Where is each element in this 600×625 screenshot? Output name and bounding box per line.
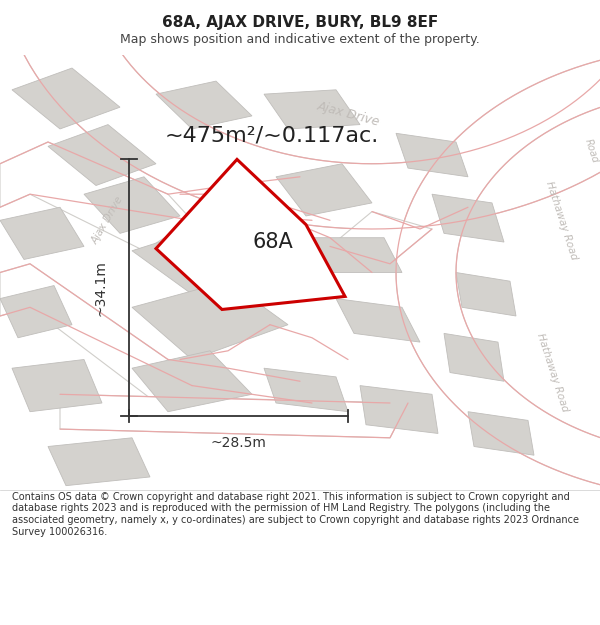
Text: Ajax Drive: Ajax Drive xyxy=(91,195,125,246)
Polygon shape xyxy=(444,333,504,381)
Polygon shape xyxy=(432,194,504,242)
Polygon shape xyxy=(336,299,420,342)
Text: Hathaway Road: Hathaway Road xyxy=(544,180,578,261)
Text: 68A, AJAX DRIVE, BURY, BL9 8EF: 68A, AJAX DRIVE, BURY, BL9 8EF xyxy=(162,15,438,30)
Polygon shape xyxy=(132,351,252,412)
Polygon shape xyxy=(312,238,402,272)
Text: Ajax Drive: Ajax Drive xyxy=(315,99,381,128)
Text: Contains OS data © Crown copyright and database right 2021. This information is : Contains OS data © Crown copyright and d… xyxy=(12,492,579,537)
Text: 68A: 68A xyxy=(253,232,293,252)
Polygon shape xyxy=(396,133,468,177)
Polygon shape xyxy=(156,159,345,309)
Polygon shape xyxy=(13,0,600,229)
Polygon shape xyxy=(264,90,360,129)
Text: ~28.5m: ~28.5m xyxy=(211,436,266,449)
Polygon shape xyxy=(156,81,252,129)
Polygon shape xyxy=(0,208,84,259)
Polygon shape xyxy=(330,212,432,264)
Polygon shape xyxy=(12,359,102,412)
Polygon shape xyxy=(360,386,438,434)
Polygon shape xyxy=(132,220,288,294)
Polygon shape xyxy=(0,142,192,251)
Polygon shape xyxy=(12,68,120,129)
Polygon shape xyxy=(48,124,156,186)
Text: ~475m²/~0.117ac.: ~475m²/~0.117ac. xyxy=(165,126,379,146)
Polygon shape xyxy=(60,394,408,438)
Text: Map shows position and indicative extent of the property.: Map shows position and indicative extent… xyxy=(120,33,480,46)
Text: Road: Road xyxy=(583,138,599,164)
Polygon shape xyxy=(468,412,534,455)
Polygon shape xyxy=(456,272,516,316)
Text: ~34.1m: ~34.1m xyxy=(94,260,108,316)
Polygon shape xyxy=(396,50,600,485)
Polygon shape xyxy=(84,177,180,233)
Polygon shape xyxy=(0,286,72,338)
Polygon shape xyxy=(276,164,372,216)
Polygon shape xyxy=(132,281,288,359)
Text: Hathaway Road: Hathaway Road xyxy=(535,332,569,413)
Polygon shape xyxy=(264,368,348,412)
Polygon shape xyxy=(48,438,150,486)
Polygon shape xyxy=(0,264,192,412)
